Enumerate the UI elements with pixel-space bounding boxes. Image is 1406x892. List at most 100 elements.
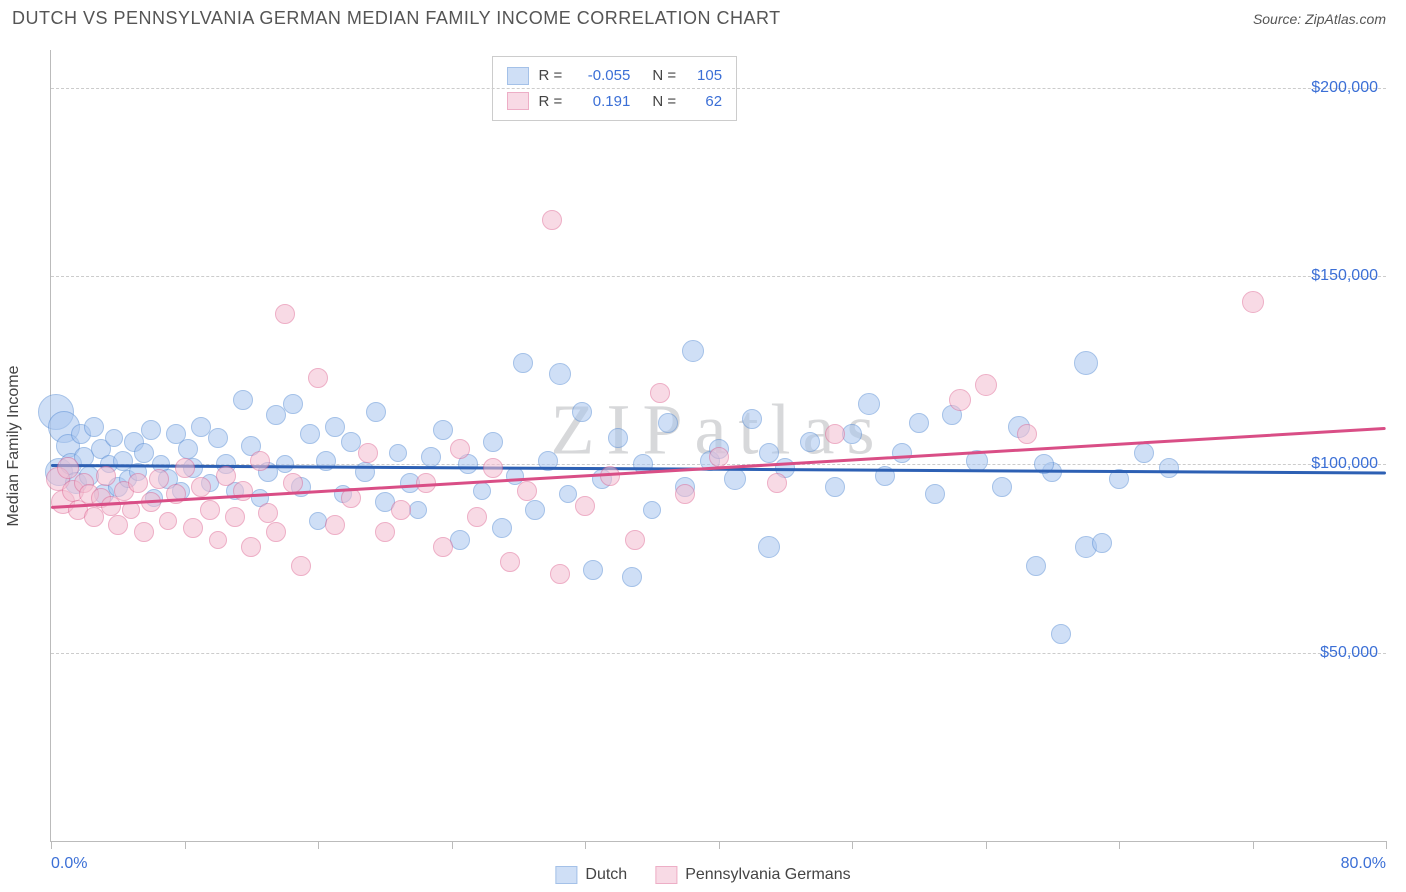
- r-value: 0.191: [572, 89, 630, 115]
- scatter-point-dutch: [492, 518, 512, 538]
- scatter-point-penn: [128, 473, 148, 493]
- scatter-point-penn: [550, 564, 570, 584]
- series-name: Pennsylvania Germans: [685, 866, 850, 884]
- r-label: R =: [539, 89, 563, 115]
- scatter-point-dutch: [1159, 458, 1179, 478]
- scatter-point-dutch: [724, 468, 746, 490]
- scatter-point-penn: [250, 451, 270, 471]
- legend-swatch: [507, 67, 529, 85]
- scatter-point-dutch: [325, 417, 345, 437]
- xtick: [719, 841, 720, 849]
- scatter-point-penn: [709, 447, 729, 467]
- scatter-point-dutch: [366, 402, 386, 422]
- scatter-point-penn: [325, 515, 345, 535]
- scatter-point-penn: [134, 522, 154, 542]
- scatter-point-dutch: [421, 447, 441, 467]
- gridline: [51, 276, 1386, 277]
- series-name: Dutch: [585, 866, 627, 884]
- scatter-point-penn: [96, 466, 116, 486]
- scatter-point-dutch: [758, 536, 780, 558]
- scatter-point-dutch: [178, 439, 198, 459]
- scatter-point-penn: [949, 389, 971, 411]
- scatter-point-penn: [108, 515, 128, 535]
- scatter-point-penn: [375, 522, 395, 542]
- scatter-point-penn: [358, 443, 378, 463]
- scatter-point-dutch: [622, 567, 642, 587]
- scatter-point-dutch: [1051, 624, 1071, 644]
- scatter-point-dutch: [658, 413, 678, 433]
- xtick: [51, 841, 52, 849]
- scatter-point-dutch: [583, 560, 603, 580]
- legend-swatch: [555, 866, 577, 884]
- scatter-point-penn: [241, 537, 261, 557]
- scatter-point-penn: [291, 556, 311, 576]
- scatter-point-penn: [542, 210, 562, 230]
- scatter-point-penn: [57, 457, 79, 479]
- xtick: [452, 841, 453, 849]
- plot-container: Median Family Income ZIPatlas R =-0.055N…: [50, 50, 1386, 842]
- gridline: [51, 653, 1386, 654]
- source-text: Source: ZipAtlas.com: [1253, 11, 1386, 27]
- ytick-label: $150,000: [1311, 267, 1378, 285]
- xtick: [852, 841, 853, 849]
- xtick: [986, 841, 987, 849]
- scatter-point-penn: [1242, 291, 1264, 313]
- chart-title: DUTCH VS PENNSYLVANIA GERMAN MEDIAN FAMI…: [12, 8, 781, 29]
- scatter-point-dutch: [992, 477, 1012, 497]
- scatter-point-dutch: [1092, 533, 1112, 553]
- scatter-point-dutch: [559, 485, 577, 503]
- n-value: 62: [686, 89, 722, 115]
- header: DUTCH VS PENNSYLVANIA GERMAN MEDIAN FAMI…: [0, 0, 1406, 33]
- scatter-point-penn: [159, 512, 177, 530]
- scatter-point-dutch: [742, 409, 762, 429]
- scatter-point-penn: [500, 552, 520, 572]
- scatter-point-dutch: [1134, 443, 1154, 463]
- scatter-point-penn: [825, 424, 845, 444]
- scatter-point-dutch: [825, 477, 845, 497]
- scatter-point-penn: [200, 500, 220, 520]
- scatter-point-dutch: [909, 413, 929, 433]
- scatter-point-dutch: [759, 443, 779, 463]
- xtick: [1119, 841, 1120, 849]
- scatter-point-dutch: [389, 444, 407, 462]
- stats-legend-row: R = -0.055 N = 105: [507, 63, 723, 89]
- scatter-point-dutch: [233, 390, 253, 410]
- scatter-point-penn: [275, 304, 295, 324]
- series-legend-item: Pennsylvania Germans: [655, 866, 850, 884]
- scatter-point-penn: [175, 458, 195, 478]
- scatter-point-dutch: [643, 501, 661, 519]
- scatter-point-penn: [258, 503, 278, 523]
- scatter-point-penn: [183, 518, 203, 538]
- scatter-point-penn: [191, 477, 211, 497]
- scatter-point-penn: [308, 368, 328, 388]
- scatter-point-dutch: [682, 340, 704, 362]
- scatter-point-dutch: [208, 428, 228, 448]
- scatter-point-dutch: [141, 420, 161, 440]
- scatter-point-dutch: [300, 424, 320, 444]
- r-label: R =: [539, 63, 563, 89]
- gridline: [51, 88, 1386, 89]
- scatter-point-penn: [1017, 424, 1037, 444]
- n-value: 105: [686, 63, 722, 89]
- r-value: -0.055: [572, 63, 630, 89]
- scatter-point-dutch: [608, 428, 628, 448]
- scatter-point-dutch: [858, 393, 880, 415]
- scatter-point-dutch: [513, 353, 533, 373]
- scatter-point-penn: [467, 507, 487, 527]
- scatter-point-penn: [209, 531, 227, 549]
- xtick-label: 0.0%: [51, 855, 87, 873]
- scatter-point-dutch: [473, 482, 491, 500]
- scatter-point-penn: [283, 473, 303, 493]
- ytick-label: $200,000: [1311, 79, 1378, 97]
- scatter-point-penn: [575, 496, 595, 516]
- scatter-point-dutch: [84, 417, 104, 437]
- scatter-point-penn: [433, 537, 453, 557]
- n-label: N =: [652, 63, 676, 89]
- scatter-point-penn: [149, 469, 169, 489]
- scatter-point-dutch: [892, 443, 912, 463]
- xtick: [185, 841, 186, 849]
- xtick: [318, 841, 319, 849]
- scatter-point-dutch: [105, 429, 123, 447]
- scatter-point-dutch: [134, 443, 154, 463]
- scatter-point-dutch: [572, 402, 592, 422]
